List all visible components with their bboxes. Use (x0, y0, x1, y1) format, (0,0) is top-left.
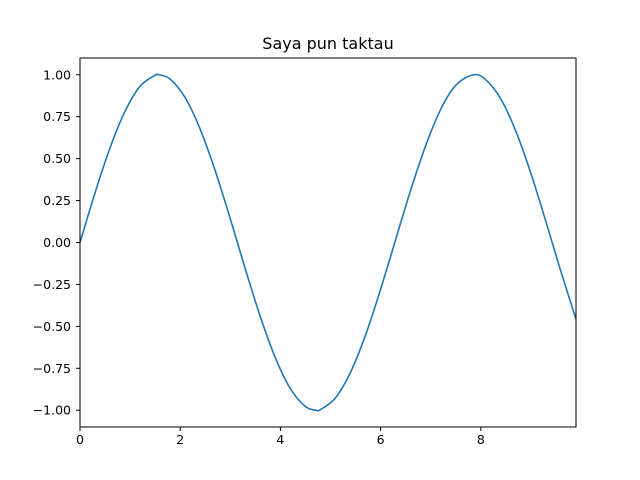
x-tick-label: 0 (76, 432, 84, 447)
x-tick-label: 8 (477, 432, 485, 447)
x-tick-label: 6 (377, 432, 385, 447)
y-tick-label: −0.75 (33, 361, 71, 376)
y-tick-label: −0.50 (33, 319, 71, 334)
y-tick-label: 0.25 (43, 193, 71, 208)
plot-frame (79, 57, 577, 428)
series-layer (79, 73, 577, 412)
y-tick-label: −1.00 (33, 403, 71, 418)
y-tick-label: 0.00 (43, 235, 71, 250)
plot-area (80, 58, 576, 427)
y-tick-label: 0.75 (43, 109, 71, 124)
x-axis-ticks: 0 2 4 6 8 (76, 427, 485, 447)
x-tick-label: 4 (276, 432, 284, 447)
y-tick-label: 1.00 (43, 67, 71, 82)
series-line-0 (79, 73, 577, 412)
y-tick-label: 0.50 (43, 151, 71, 166)
x-tick-label: 2 (176, 432, 184, 447)
y-axis-ticks: −1.00 −0.75 −0.50 −0.25 0.00 0.25 0.50 0.75 1.00 (33, 67, 80, 418)
chart-title: Saya pun taktau (262, 34, 393, 53)
y-tick-label: −0.25 (33, 277, 71, 292)
